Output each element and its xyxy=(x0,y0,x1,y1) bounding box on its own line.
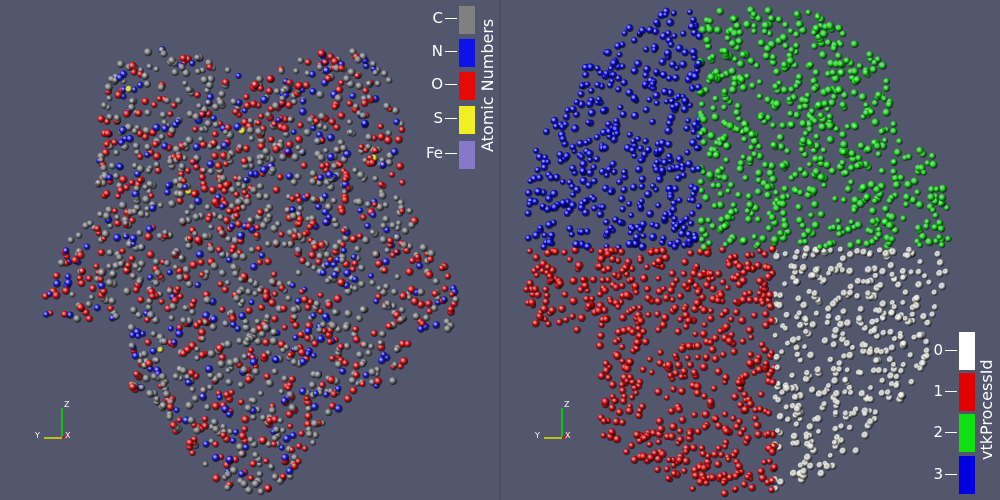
molecule-atoms-left xyxy=(42,46,460,496)
legend-label: S xyxy=(433,109,443,127)
legend-swatch xyxy=(459,106,475,134)
legend-swatch xyxy=(959,332,975,370)
legend-tick xyxy=(945,474,957,475)
legend-tick xyxy=(445,118,457,119)
legend-tick xyxy=(445,18,457,19)
legend-tick xyxy=(445,153,457,154)
orientation-axes-right: Z Y X xyxy=(530,400,580,450)
legend-title: vtkProcessId xyxy=(977,359,996,460)
legend-entry-c: C xyxy=(415,6,475,34)
axis-x-label: X xyxy=(65,431,71,440)
legend-swatch xyxy=(959,373,975,411)
legend-entry-1: 1 xyxy=(930,373,975,413)
legend-entry-s: S xyxy=(415,106,475,134)
legend-title: Atomic Numbers xyxy=(478,18,497,152)
axis-z-label: Z xyxy=(564,400,570,409)
legend-swatch xyxy=(959,456,975,494)
legend-label: C xyxy=(432,9,443,27)
legend-tick xyxy=(945,432,957,433)
legend-label: Fe xyxy=(425,144,443,162)
atomic-numbers-legend: C N O S Fe Atomic Numbers xyxy=(415,6,497,176)
orientation-axes-left: Z Y X xyxy=(30,400,80,450)
legend-swatch xyxy=(459,6,475,34)
molecule-atoms-right xyxy=(523,6,952,498)
legend-swatch xyxy=(959,414,975,452)
legend-entry-2: 2 xyxy=(930,414,975,454)
legend-tick xyxy=(445,84,457,85)
axis-y-label: Y xyxy=(535,431,540,440)
axes-triad-icon xyxy=(544,408,571,439)
legend-entry-0: 0 xyxy=(930,332,975,372)
process-id-legend: 0 1 2 3 vtkProcessId xyxy=(930,332,996,496)
legend-entry-n: N xyxy=(415,39,475,67)
legend-swatch xyxy=(459,141,475,169)
legend-tick xyxy=(945,391,957,392)
legend-label: 0 xyxy=(933,341,943,359)
axis-z-label: Z xyxy=(64,400,70,409)
legend-label: 1 xyxy=(933,382,943,400)
axis-x-label: X xyxy=(565,431,571,440)
view-divider xyxy=(499,0,501,500)
legend-entry-o: O xyxy=(415,72,475,100)
axes-triad-icon xyxy=(44,408,71,439)
axis-y-label: Y xyxy=(35,431,40,440)
legend-tick xyxy=(445,51,457,52)
legend-swatch xyxy=(459,72,475,100)
legend-swatch xyxy=(459,39,475,67)
legend-entry-3: 3 xyxy=(930,456,975,496)
legend-label: O xyxy=(431,75,443,93)
legend-label: N xyxy=(431,42,443,60)
legend-entry-fe: Fe xyxy=(415,141,475,169)
legend-tick xyxy=(945,350,957,351)
legend-label: 3 xyxy=(933,465,943,483)
legend-label: 2 xyxy=(933,423,943,441)
